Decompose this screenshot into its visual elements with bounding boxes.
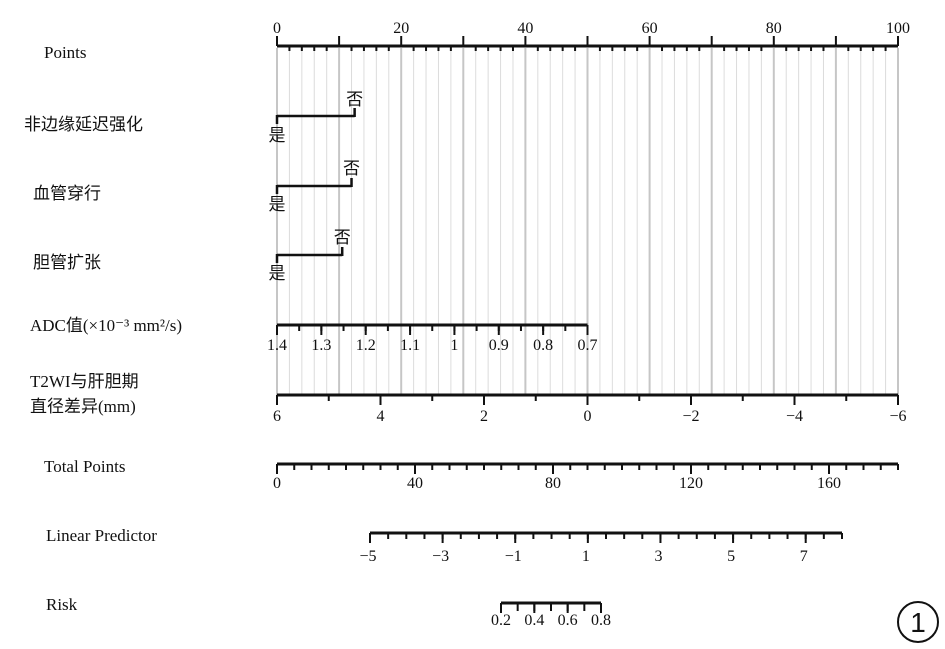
points-tick-label: 0 xyxy=(273,20,281,37)
t2wi-tick-label: 4 xyxy=(377,408,385,425)
bile-no-label: 否 xyxy=(334,228,351,247)
row-label-bile: 胆管扩张 xyxy=(33,253,101,272)
nonmarginal-no-label: 否 xyxy=(346,90,363,109)
lp-tick-label: 5 xyxy=(727,548,735,565)
total-tick-label: 120 xyxy=(679,475,703,492)
lp-tick-label: 3 xyxy=(654,548,662,565)
lp-tick-label: −5 xyxy=(359,548,376,565)
row-label-t2wi-line1: T2WI与肝胆期 xyxy=(30,372,139,391)
t2wi-tick-label: −6 xyxy=(889,408,906,425)
risk-tick-label: 0.2 xyxy=(491,612,511,629)
t2wi-tick-label: −2 xyxy=(682,408,699,425)
adc-tick-label: 1.4 xyxy=(267,337,287,354)
t2wi-tick-label: 6 xyxy=(273,408,281,425)
panel-number-circle xyxy=(897,601,939,643)
points-tick-label: 100 xyxy=(886,20,910,37)
adc-tick-label: 1.1 xyxy=(400,337,420,354)
adc-tick-label: 0.7 xyxy=(578,337,598,354)
t2wi-tick-label: 0 xyxy=(584,408,592,425)
total-tick-label: 160 xyxy=(817,475,841,492)
lp-tick-label: 1 xyxy=(582,548,590,565)
lp-tick-label: −1 xyxy=(505,548,522,565)
points-tick-label: 40 xyxy=(517,20,533,37)
adc-tick-label: 0.9 xyxy=(489,337,509,354)
points-tick-label: 20 xyxy=(393,20,409,37)
t2wi-tick-label: −4 xyxy=(786,408,803,425)
panel-number: 1 xyxy=(910,607,926,638)
row-label-nonmarginal: 非边缘延迟强化 xyxy=(24,115,143,134)
vessel-no-label: 否 xyxy=(343,159,360,178)
row-label-total: Total Points xyxy=(44,457,125,476)
risk-tick-label: 0.6 xyxy=(558,612,578,629)
adc-tick-label: 0.8 xyxy=(533,337,553,354)
adc-tick-label: 1.2 xyxy=(356,337,376,354)
points-tick-label: 60 xyxy=(642,20,658,37)
risk-tick-label: 0.8 xyxy=(591,612,611,629)
row-label-points: Points xyxy=(44,43,87,62)
total-tick-label: 80 xyxy=(545,475,561,492)
adc-tick-label: 1.3 xyxy=(311,337,331,354)
grid-lines xyxy=(276,48,899,396)
lp-tick-label: −3 xyxy=(432,548,449,565)
row-label-t2wi-line2: 直径差异(mm) xyxy=(30,397,136,416)
t2wi-tick-label: 2 xyxy=(480,408,488,425)
row-label-risk: Risk xyxy=(46,595,78,614)
points-tick-label: 80 xyxy=(766,20,782,37)
adc-tick-label: 1 xyxy=(450,337,458,354)
row-label-lp: Linear Predictor xyxy=(46,526,157,545)
total-tick-label: 0 xyxy=(273,475,281,492)
nonmarginal-yes-label: 是 xyxy=(269,126,286,145)
row-label-adc: ADC值(×10⁻³ mm²/s) xyxy=(30,316,182,335)
risk-tick-label: 0.4 xyxy=(524,612,544,629)
lp-tick-label: 7 xyxy=(800,548,808,565)
total-tick-label: 40 xyxy=(407,475,423,492)
row-label-vessel: 血管穿行 xyxy=(33,184,101,203)
vessel-yes-label: 是 xyxy=(269,195,286,214)
bile-yes-label: 是 xyxy=(269,264,286,283)
